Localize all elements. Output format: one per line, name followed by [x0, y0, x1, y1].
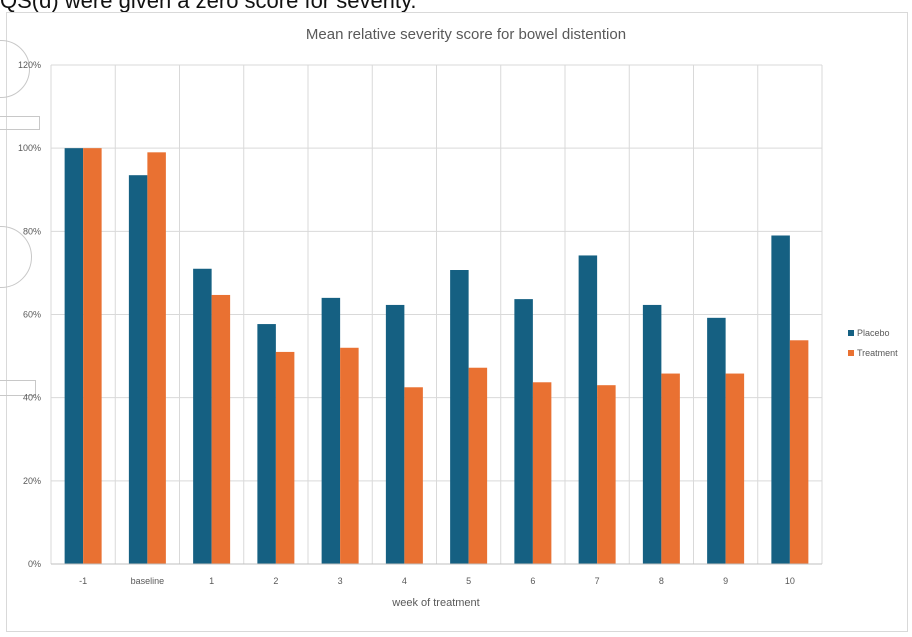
bar-placebo-4	[385, 304, 405, 564]
y-tick-label: 40%	[23, 393, 41, 403]
legend-swatch-placebo	[848, 330, 854, 336]
bar-treatment-5	[468, 367, 488, 564]
bar-treatment-baseline	[147, 152, 166, 564]
legend-swatch-treatment	[848, 350, 854, 356]
x-tick-label: 9	[723, 576, 728, 586]
bar-treatment-1	[211, 294, 231, 564]
bar-treatment-2	[275, 351, 295, 564]
y-tick-label: 60%	[23, 310, 41, 320]
legend-label-placebo: Placebo	[857, 328, 890, 338]
bar-placebo-5	[450, 270, 469, 564]
bar-treatment-3	[340, 347, 359, 564]
x-tick-label: 4	[402, 576, 407, 586]
background-shape	[0, 116, 40, 130]
bar-placebo-6	[514, 299, 533, 564]
x-tick-label: 10	[785, 576, 795, 586]
bar-treatment-10	[789, 340, 809, 564]
bar-treatment-9	[725, 373, 745, 564]
bar-treatment-4	[404, 387, 423, 564]
x-tick-label: 1	[209, 576, 214, 586]
background-shape	[0, 380, 36, 396]
y-tick-label: 20%	[23, 476, 41, 486]
x-tick-label: 8	[659, 576, 664, 586]
axes: 0% 20% 40% 60% 80% 100% 120% -1 baseline 1 2 3 4 5 6 7 8…	[18, 60, 822, 586]
x-tick-label: 6	[530, 576, 535, 586]
bar-placebo-9	[707, 317, 726, 564]
x-axis-label: week of treatment	[391, 597, 479, 609]
bar-placebo-2	[257, 324, 276, 564]
y-tick-label: 120%	[18, 60, 41, 70]
y-tick-label: 100%	[18, 143, 41, 153]
y-tick-label: 80%	[23, 226, 41, 236]
x-tick-label: -1	[79, 576, 87, 586]
bar-placebo--1	[64, 148, 84, 564]
bar-placebo-7	[578, 255, 598, 564]
legend-label-treatment: Treatment	[857, 348, 898, 358]
bar-treatment-8	[661, 373, 680, 564]
x-tick-label: baseline	[131, 576, 165, 586]
x-tick-label: 5	[466, 576, 471, 586]
chart-title: Mean relative severity score for bowel d…	[306, 26, 626, 43]
bar-placebo-8	[642, 304, 662, 564]
x-tick-label: 7	[595, 576, 600, 586]
bar-treatment--1	[83, 148, 102, 564]
bar-placebo-3	[321, 297, 341, 564]
bar-placebo-baseline	[128, 175, 148, 564]
y-tick-label: 0%	[28, 559, 41, 569]
gridlines	[50, 64, 823, 565]
bar-treatment-7	[597, 385, 616, 564]
bar-treatment-6	[532, 382, 552, 564]
x-tick-label: 2	[273, 576, 278, 586]
bar-placebo-10	[771, 235, 790, 564]
bars	[64, 148, 809, 564]
bar-placebo-1	[193, 268, 212, 564]
x-tick-label: 3	[338, 576, 343, 586]
legend: Placebo Treatment	[848, 328, 898, 358]
document-text-fragment: QS(d) were given a zero score for severi…	[0, 0, 417, 13]
